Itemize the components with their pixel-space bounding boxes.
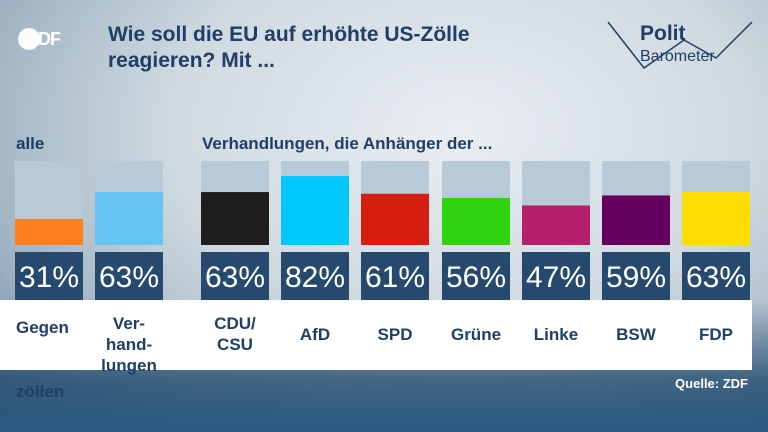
category-label-strip	[0, 300, 752, 370]
category-label-line: lungen	[101, 356, 157, 375]
category-label-line: AfD	[299, 325, 331, 344]
politbarometer-word-top: Polit	[640, 22, 686, 45]
bar	[201, 192, 269, 245]
value-label: 31%	[19, 261, 79, 294]
value-box	[682, 252, 750, 300]
value-label: 47%	[526, 261, 586, 294]
section-label-all: alle	[16, 134, 45, 153]
section-label-supporters: Verhandlungen, die Anhänger der ...	[202, 134, 493, 153]
category-label-line: Gegen	[16, 318, 69, 337]
value-box	[95, 252, 163, 300]
politbarometer-word-bottom: Barometer	[640, 48, 715, 65]
value-label: 56%	[446, 261, 506, 294]
value-label: 63%	[686, 261, 746, 294]
bar	[281, 176, 349, 245]
value-label: 63%	[205, 261, 265, 294]
zdf-logo: ZDF	[18, 26, 74, 52]
category-label-line: hand-	[105, 335, 153, 354]
value-box	[522, 252, 590, 300]
value-box	[602, 252, 670, 300]
category-label: Ver-hand-lungen	[86, 313, 172, 376]
category-label-line: Linke	[533, 325, 579, 344]
value-box	[361, 252, 429, 300]
category-label: Grüne	[433, 324, 519, 345]
value-label: 59%	[606, 261, 666, 294]
category-label: Linke	[513, 324, 599, 345]
bar	[95, 192, 163, 245]
zdf-logo-circle-icon	[18, 28, 40, 50]
category-label-line: CSU	[217, 335, 253, 354]
politbarometer-zigzag-icon	[607, 21, 753, 70]
source-note: Quelle: ZDF	[675, 376, 748, 391]
value-label: 63%	[99, 261, 159, 294]
bar	[682, 192, 750, 245]
category-label: SPD	[352, 324, 438, 345]
bar	[15, 218, 83, 245]
bar	[442, 197, 510, 245]
value-box	[201, 252, 269, 300]
bar	[522, 205, 590, 245]
category-label: CDU/CSU	[192, 313, 278, 355]
category-label-line: CDU/	[214, 314, 256, 333]
category-label: FDP	[673, 324, 759, 345]
category-label: Gegen zöllen	[16, 296, 102, 424]
category-label-line: Ver-	[112, 314, 146, 333]
value-label: 82%	[285, 261, 345, 294]
bar	[361, 193, 429, 245]
bar	[602, 195, 670, 245]
category-label-line: zöllen	[16, 382, 65, 401]
category-label-line: FDP	[699, 325, 733, 344]
category-label-line: SPD	[377, 325, 413, 344]
value-box	[442, 252, 510, 300]
value-box	[15, 252, 83, 300]
category-label-line: BSW	[616, 325, 656, 344]
chart-title: Wie soll die EU auf erhöhte US-Zölle rea…	[108, 23, 470, 72]
category-label: BSW	[593, 324, 679, 345]
politbarometer-logo: Polit Barometer	[604, 18, 756, 74]
category-label-line: Grüne	[450, 325, 502, 344]
category-label: AfD	[272, 324, 358, 345]
value-box	[281, 252, 349, 300]
value-label: 61%	[365, 261, 425, 294]
